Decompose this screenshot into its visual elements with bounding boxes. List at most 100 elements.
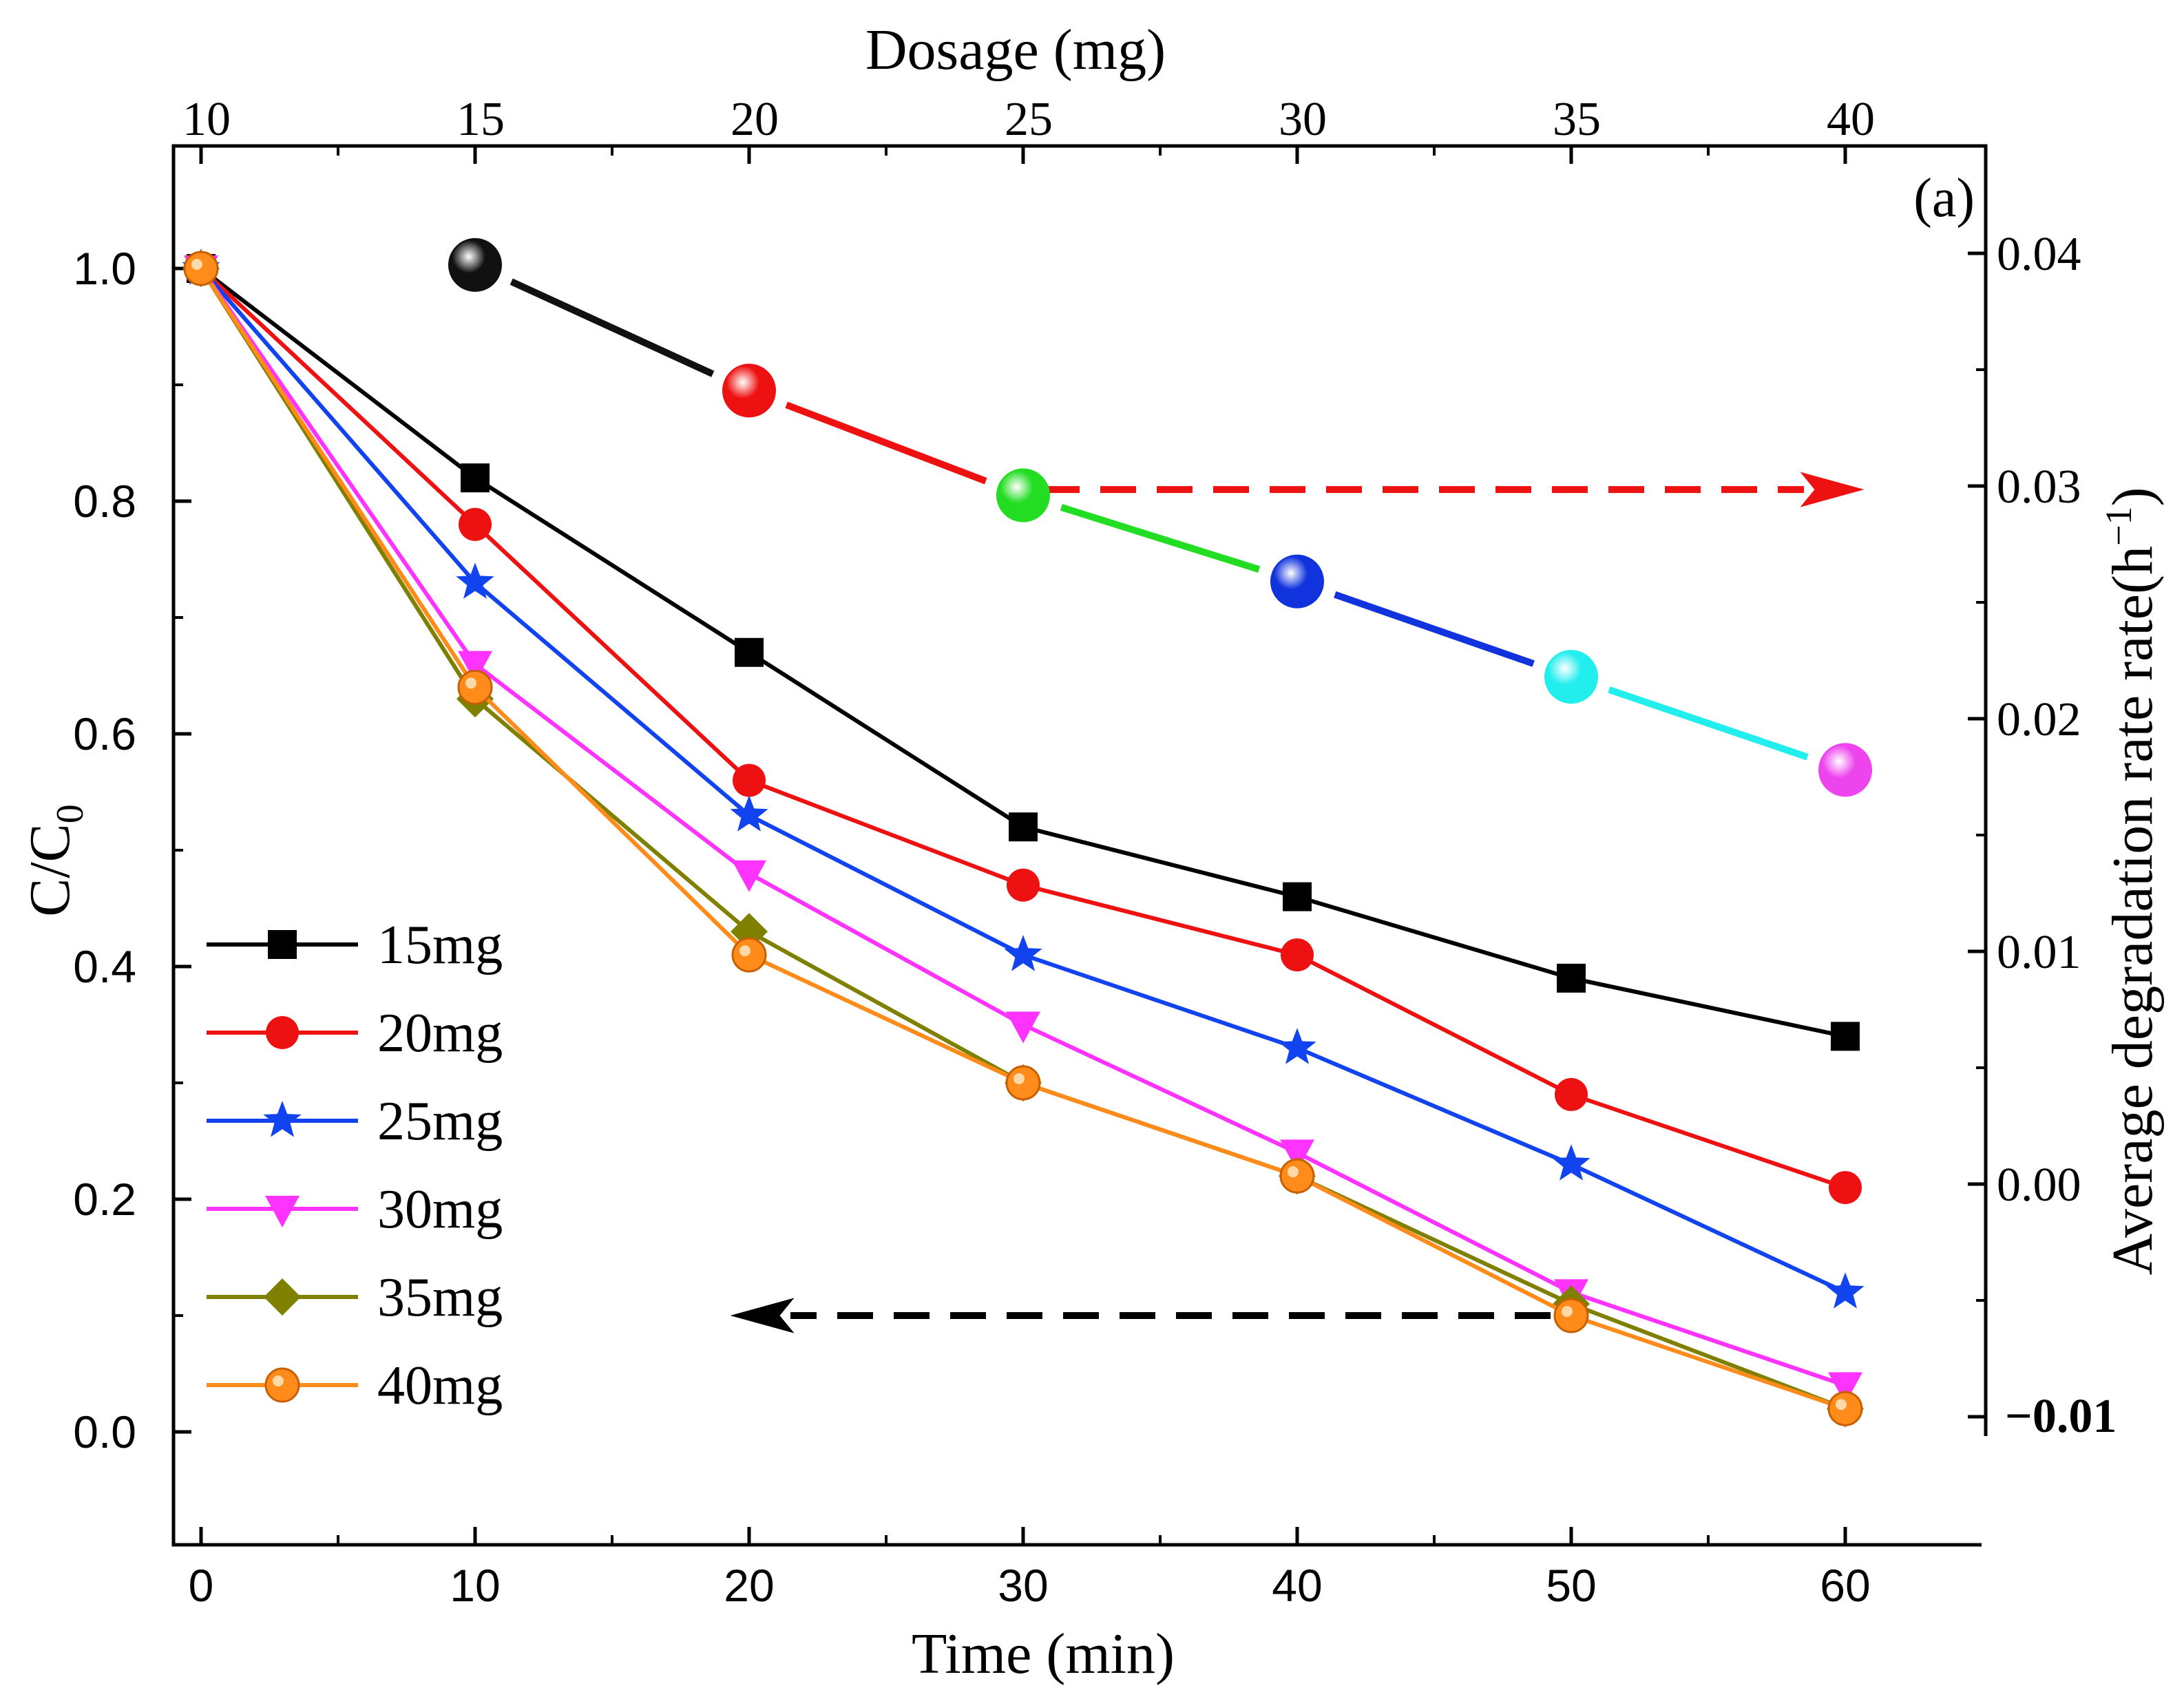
right-tick-label: 0.04 [1997,228,2081,281]
data-point-25mg [456,562,494,599]
right-tick-label: 0.01 [1997,926,2081,979]
y-axis-label-main: C/C [18,823,82,916]
legend-marker-40mg-outer [264,1367,300,1403]
x-tick-label: 10 [450,1560,500,1611]
data-point-40mg [1553,1298,1589,1333]
rate-point-40mg [1818,743,1872,797]
right-tick-label: 0.02 [1997,693,2081,746]
x-tick-label: 40 [1272,1560,1322,1611]
right-tick-label: 0.03 [1997,461,2081,514]
plot-frame [171,144,1988,1547]
data-point-15mg [1283,882,1312,911]
data-point-40mg-shine [1562,1306,1573,1317]
data-point-40mg [457,669,493,705]
right-axis-label-sup: −1 [2098,507,2139,546]
data-point-40mg [1005,1065,1041,1101]
series-40mg [183,251,1863,1426]
x-tick-label: 60 [1820,1560,1870,1611]
data-point-15mg [735,637,764,667]
time-series [182,249,1865,1428]
right-axis-label-main: Average degradation rate rate(h [2101,546,2165,1275]
data-point-15mg [1831,1022,1860,1051]
data-point-30mg [732,860,766,892]
legend-label-25mg: 25mg [377,1091,503,1152]
axis-labels: Dosage (mg) Time (min) C/C0 Average degr… [18,18,2165,1686]
data-point-40mg-outer [1553,1298,1589,1333]
data-point-40mg-outer [731,937,767,973]
data-point-25mg [1278,1028,1316,1064]
legend: 15mg 20mg 25mg 30mg 35mg 40mg [207,915,503,1416]
data-point-40mg [731,937,767,973]
data-point-40mg [1279,1158,1315,1194]
arrow-head-right [1800,472,1865,507]
data-point-40mg-outer [1827,1391,1863,1426]
right-tick-label: 0.00 [1997,1159,2081,1212]
top-tick-label: 10 [182,93,231,146]
data-point-25mg [1826,1272,1865,1309]
x-tick-label: 50 [1546,1560,1596,1611]
data-point-30mg [1006,1011,1040,1044]
arrow-head-left [730,1298,795,1333]
data-point-40mg [183,251,219,286]
rate-segment [785,401,987,485]
legend-label-20mg: 20mg [377,1003,503,1064]
top-tick-label: 40 [1827,93,1875,146]
data-point-20mg [1555,1077,1588,1111]
data-point-15mg [1557,963,1586,993]
data-point-40mg-shine [1288,1166,1299,1178]
top-tick-label: 20 [731,93,779,146]
rate-point-35mg [1544,650,1598,704]
rate-point-15mg [448,238,502,292]
data-point-25mg [1552,1144,1590,1181]
rate-series [448,238,1872,797]
right-tick-label-extra: −0.01 [2005,1390,2117,1443]
y-tick-label: 0.4 [73,941,136,992]
data-point-40mg-shine [1014,1073,1025,1084]
data-point-20mg [1281,938,1314,972]
legend-marker-35mg [264,1278,301,1316]
legend-marker-40mg-shine [273,1375,284,1386]
y-tick-label: 0.2 [73,1174,136,1225]
data-point-30mg [1828,1372,1862,1404]
top-tick-label: 30 [1279,93,1327,146]
data-point-15mg [461,463,490,493]
panel-label: (a) [1913,168,1975,229]
x-tick-label: 30 [998,1560,1048,1611]
data-point-25mg [730,795,768,832]
data-point-40mg-shine [191,259,202,270]
data-point-15mg [1009,812,1038,842]
data-point-40mg-outer [1005,1065,1041,1101]
legend-label-30mg: 30mg [377,1179,503,1240]
y-tick-label: 0.6 [73,708,136,759]
rate-segment [1060,504,1261,573]
legend-marker-30mg [265,1196,300,1227]
data-point-30mg [1280,1139,1314,1172]
legend-label-35mg: 35mg [377,1267,503,1328]
data-point-20mg [1007,868,1040,902]
data-point-20mg [1829,1171,1862,1205]
right-axis-label: Average degradation rate rate(h−1) [2098,487,2165,1276]
y-tick-label: 1.0 [73,243,136,294]
y-axis-label: C/C0 [18,804,92,916]
legend-marker-20mg [266,1016,299,1049]
y-tick-label: 0.0 [73,1406,136,1457]
rate-segment [1334,591,1535,667]
data-point-40mg-shine [739,945,750,957]
x-tick-label: 20 [724,1560,774,1611]
top-axis-label: Dosage (mg) [865,18,1166,82]
legend-marker-40mg [264,1367,300,1403]
rate-point-20mg [722,363,776,418]
top-tick-label: 15 [456,93,505,146]
data-point-40mg [1827,1391,1863,1426]
direction-arrows [730,472,1865,1333]
axis-ticks: 0 10 20 30 40 50 60 0.0 0.2 0.4 0.6 0.8 1.0 10 15 20 25 3… [73,93,2117,1670]
right-axis-label-close: ) [2101,487,2165,507]
legend-label-40mg: 40mg [377,1355,503,1416]
data-point-30mg [458,651,492,683]
legend-marker-15mg [268,930,297,959]
legend-marker-25mg [263,1101,302,1137]
top-tick-label: 35 [1553,93,1601,146]
rate-segment [510,278,715,377]
data-point-20mg [459,507,492,541]
